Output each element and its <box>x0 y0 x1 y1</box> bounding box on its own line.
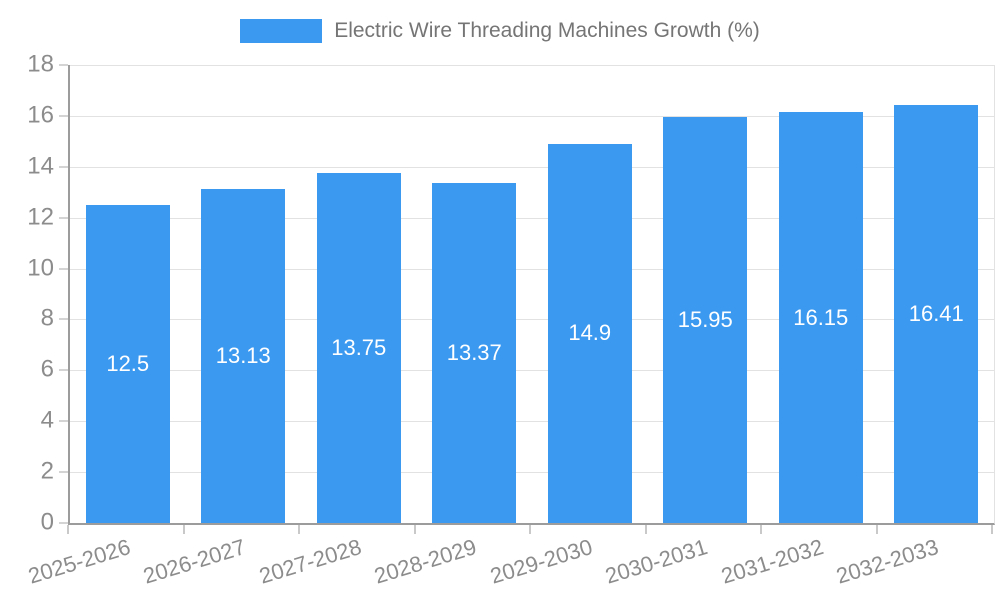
legend-item[interactable]: Electric Wire Threading Machines Growth … <box>0 19 1000 43</box>
y-axis-label: 10 <box>27 254 54 282</box>
gridline <box>70 421 994 423</box>
bar: 13.37 <box>432 182 517 523</box>
x-axis-label: 2028-2029 <box>371 534 480 589</box>
y-axis-tick <box>59 369 68 372</box>
y-axis-tick <box>59 216 68 219</box>
legend-swatch <box>240 19 323 43</box>
x-axis-tick <box>182 525 185 534</box>
bar-value-label: 15.95 <box>677 307 733 333</box>
y-axis-label: 8 <box>40 304 54 332</box>
y-axis-label: 2 <box>40 457 54 485</box>
bar: 16.15 <box>778 112 863 523</box>
gridline <box>70 217 994 219</box>
bar: 13.75 <box>316 173 401 523</box>
y-axis-tick <box>59 420 68 423</box>
y-axis-tick <box>59 64 68 66</box>
bar-value-label: 12.5 <box>106 350 150 376</box>
x-axis-label: 2029-2030 <box>486 534 595 589</box>
x-axis-label: 2026-2027 <box>140 534 249 589</box>
legend-label: Electric Wire Threading Machines Growth … <box>334 19 760 42</box>
y-axis-tick <box>59 318 68 321</box>
x-axis-label: 2025-2026 <box>24 534 133 589</box>
bar: 14.9 <box>547 143 632 523</box>
x-axis-tick <box>413 525 416 534</box>
x-axis-tick <box>644 525 647 534</box>
gridline <box>70 166 994 168</box>
gridline <box>70 370 994 372</box>
y-axis-tick <box>59 114 68 117</box>
gridline <box>70 472 994 474</box>
y-axis-label: 14 <box>27 152 54 180</box>
bar-value-label: 16.41 <box>908 301 964 327</box>
x-axis-tick <box>298 525 300 534</box>
x-axis-label: 2030-2031 <box>602 534 711 589</box>
bar-value-label: 14.9 <box>568 320 612 346</box>
y-axis-label: 0 <box>40 508 54 536</box>
y-axis-label: 16 <box>27 101 54 129</box>
bar-value-label: 13.75 <box>331 335 387 361</box>
x-axis-tick <box>67 525 69 534</box>
bar: 13.13 <box>201 188 286 523</box>
x-axis-tick <box>760 525 762 534</box>
gridline <box>70 115 994 117</box>
y-axis-tick <box>59 522 68 524</box>
y-axis-tick <box>59 267 68 270</box>
gridline <box>70 65 994 66</box>
y-axis-label: 4 <box>40 406 54 434</box>
x-axis-label: 2031-2032 <box>717 534 826 589</box>
x-axis-tick <box>529 525 531 534</box>
x-axis-tick <box>991 525 993 534</box>
gridline <box>70 268 994 270</box>
y-axis-label: 6 <box>40 355 54 383</box>
y-axis-tick <box>59 165 68 168</box>
x-axis-label: 2027-2028 <box>255 534 364 589</box>
x-axis-tick <box>875 525 878 534</box>
bar-value-label: 13.37 <box>446 339 502 365</box>
y-axis-label: 18 <box>27 50 54 78</box>
bar-value-label: 13.13 <box>215 342 271 368</box>
bar: 15.95 <box>663 117 748 523</box>
x-axis-label: 2032-2033 <box>833 534 942 589</box>
plot-area: 12.5 13.13 13.75 13.37 14.9 15.95 16.15 16.41 <box>68 65 995 525</box>
y-axis-tick <box>59 471 68 474</box>
bar: 16.41 <box>894 105 979 523</box>
bar-value-label: 16.15 <box>793 304 849 330</box>
y-axis-label: 12 <box>27 203 54 231</box>
bar: 12.5 <box>85 204 170 523</box>
gridline <box>70 319 994 321</box>
